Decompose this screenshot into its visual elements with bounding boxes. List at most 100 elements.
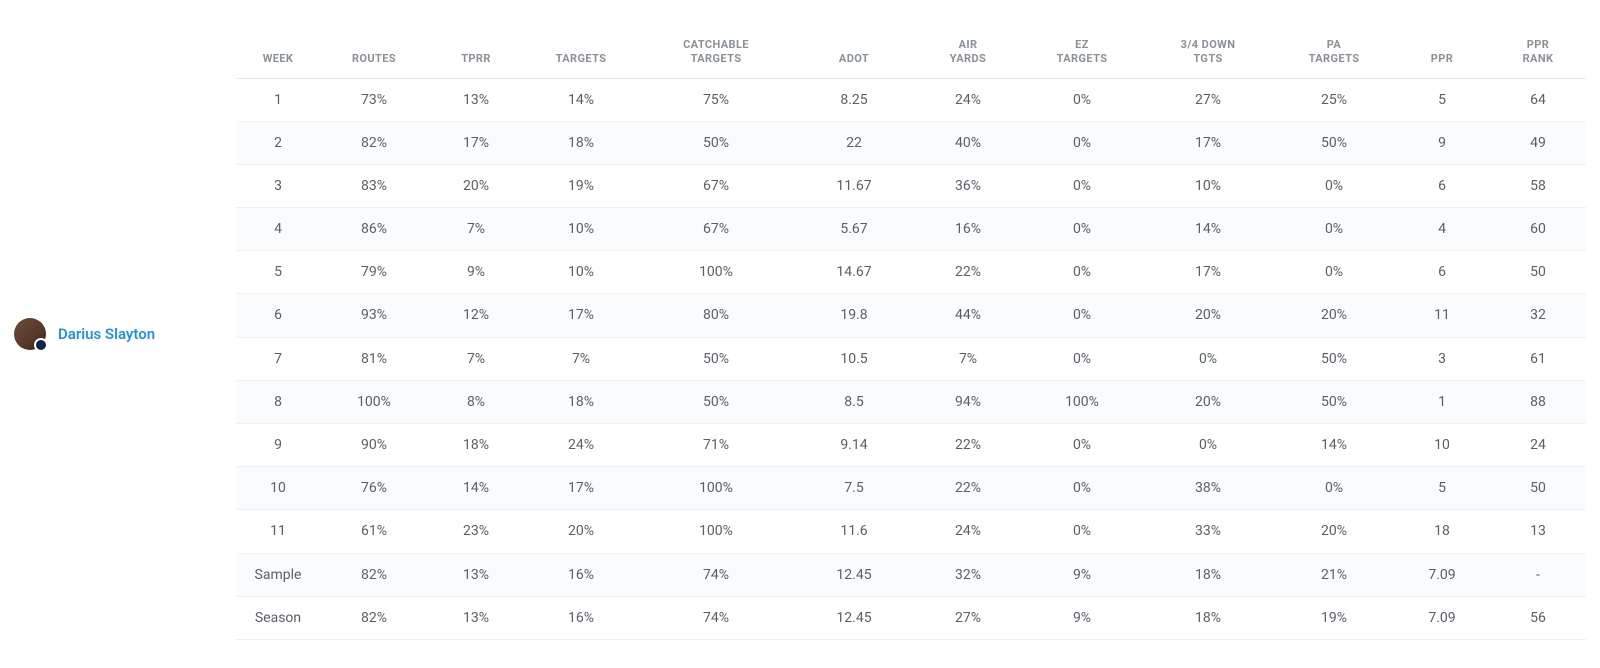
- table-row: 173%13%14%75%8.2524%0%27%25%564: [236, 78, 1586, 121]
- table-cell: 7.5: [794, 467, 914, 510]
- table-cell: 24%: [914, 78, 1022, 121]
- table-cell: 58: [1490, 164, 1586, 207]
- table-cell: 82%: [320, 553, 428, 596]
- table-row: 282%17%18%50%2240%0%17%50%949: [236, 121, 1586, 164]
- table-cell: 1: [1394, 380, 1490, 423]
- table-cell: 79%: [320, 251, 428, 294]
- table-cell: 61%: [320, 510, 428, 553]
- table-cell: 60: [1490, 208, 1586, 251]
- table-cell: 50%: [638, 121, 794, 164]
- table-cell: 19%: [1274, 596, 1394, 639]
- table-cell: Season: [236, 596, 320, 639]
- table-cell: 3: [236, 164, 320, 207]
- table-cell: 73%: [320, 78, 428, 121]
- table-cell: 0%: [1022, 510, 1142, 553]
- table-cell: 82%: [320, 596, 428, 639]
- table-cell: 88: [1490, 380, 1586, 423]
- table-cell: 0%: [1022, 251, 1142, 294]
- table-cell: 38%: [1142, 467, 1274, 510]
- table-cell: 20%: [1274, 510, 1394, 553]
- table-cell: 10%: [524, 208, 638, 251]
- table-row: 781%7%7%50%10.57%0%0%50%361: [236, 337, 1586, 380]
- table-cell: 24: [1490, 424, 1586, 467]
- table-cell: 17%: [1142, 251, 1274, 294]
- table-cell: 18%: [1142, 553, 1274, 596]
- table-cell: 0%: [1142, 337, 1274, 380]
- table-cell: 0%: [1022, 208, 1142, 251]
- table-header-cell[interactable]: TARGETS: [524, 28, 638, 78]
- table-cell: 67%: [638, 208, 794, 251]
- table-cell: 4: [1394, 208, 1490, 251]
- table-cell: 50%: [1274, 380, 1394, 423]
- table-header-cell[interactable]: WEEK: [236, 28, 320, 78]
- table-cell: 9%: [1022, 596, 1142, 639]
- table-cell: 4: [236, 208, 320, 251]
- table-header-cell[interactable]: TPRR: [428, 28, 524, 78]
- table-cell: 21%: [1274, 553, 1394, 596]
- table-cell: 6: [236, 294, 320, 337]
- table-header-cell[interactable]: EZTARGETS: [1022, 28, 1142, 78]
- table-cell: 76%: [320, 467, 428, 510]
- player-avatar-wrap: [14, 318, 46, 350]
- table-cell: 0%: [1274, 208, 1394, 251]
- table-cell: 50%: [638, 337, 794, 380]
- table-cell: 27%: [914, 596, 1022, 639]
- table-header-cell[interactable]: PPRRANK: [1490, 28, 1586, 78]
- table-cell: 7.09: [1394, 553, 1490, 596]
- table-cell: 10: [1394, 424, 1490, 467]
- table-row: 1161%23%20%100%11.624%0%33%20%1813: [236, 510, 1586, 553]
- player-column: Darius Slayton: [0, 318, 236, 350]
- table-cell: 10.5: [794, 337, 914, 380]
- table-cell: 17%: [524, 467, 638, 510]
- table-row: 1076%14%17%100%7.522%0%38%0%550: [236, 467, 1586, 510]
- table-header-cell[interactable]: CATCHABLETARGETS: [638, 28, 794, 78]
- table-cell: 7%: [428, 208, 524, 251]
- table-cell: 11: [1394, 294, 1490, 337]
- table-cell: 2: [236, 121, 320, 164]
- table-header-cell[interactable]: PPR: [1394, 28, 1490, 78]
- table-header-cell[interactable]: PATARGETS: [1274, 28, 1394, 78]
- table-header-cell[interactable]: ADOT: [794, 28, 914, 78]
- table-cell: Sample: [236, 553, 320, 596]
- table-cell: 13: [1490, 510, 1586, 553]
- table-cell: 20%: [428, 164, 524, 207]
- table-cell: 50%: [638, 380, 794, 423]
- table-cell: 8%: [428, 380, 524, 423]
- team-badge-icon: [34, 338, 48, 352]
- table-cell: 17%: [524, 294, 638, 337]
- table-cell: 13%: [428, 78, 524, 121]
- table-cell: 22%: [914, 424, 1022, 467]
- table-header-cell[interactable]: 3/4 DOWNTGTS: [1142, 28, 1274, 78]
- table-cell: 7%: [428, 337, 524, 380]
- table-cell: 14%: [1142, 208, 1274, 251]
- table-cell: 10: [236, 467, 320, 510]
- table-header-cell[interactable]: AIRYARDS: [914, 28, 1022, 78]
- table-cell: 90%: [320, 424, 428, 467]
- table-cell: 11.6: [794, 510, 914, 553]
- stats-table-head: WEEKROUTESTPRRTARGETSCATCHABLETARGETSADO…: [236, 28, 1586, 78]
- table-cell: 3: [1394, 337, 1490, 380]
- table-cell: 23%: [428, 510, 524, 553]
- table-cell: 10%: [1142, 164, 1274, 207]
- table-cell: 22: [794, 121, 914, 164]
- table-cell: 20%: [1274, 294, 1394, 337]
- player-name-link[interactable]: Darius Slayton: [58, 325, 155, 343]
- table-cell: 61: [1490, 337, 1586, 380]
- table-header-cell[interactable]: ROUTES: [320, 28, 428, 78]
- table-cell: 50%: [1274, 337, 1394, 380]
- table-cell: 74%: [638, 553, 794, 596]
- table-cell: 7%: [914, 337, 1022, 380]
- table-cell: 44%: [914, 294, 1022, 337]
- table-cell: 100%: [1022, 380, 1142, 423]
- table-cell: 8: [236, 380, 320, 423]
- table-cell: 0%: [1274, 164, 1394, 207]
- table-cell: 11.67: [794, 164, 914, 207]
- table-cell: 19%: [524, 164, 638, 207]
- table-cell: 17%: [428, 121, 524, 164]
- table-cell: 5: [1394, 78, 1490, 121]
- table-cell: 12.45: [794, 553, 914, 596]
- table-cell: 0%: [1022, 294, 1142, 337]
- table-cell: 22%: [914, 251, 1022, 294]
- table-cell: 16%: [524, 553, 638, 596]
- table-cell: 36%: [914, 164, 1022, 207]
